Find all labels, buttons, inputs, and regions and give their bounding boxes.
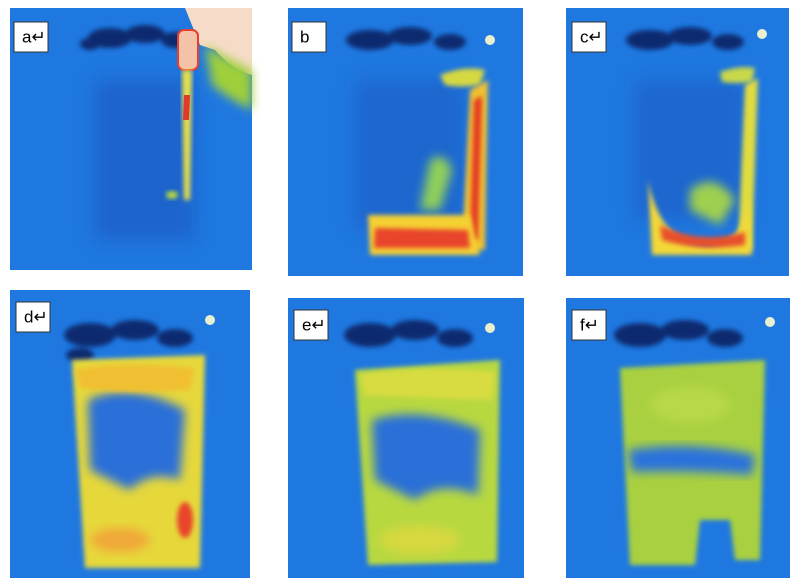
panel-label: d↵ (24, 307, 48, 326)
thermal-image-d (10, 290, 250, 578)
figure: a↵ b c↵ d↵ e↵ f↵ (0, 0, 799, 580)
page: a↵ b c↵ d↵ e↵ f↵ (() => { const data = J… (0, 0, 799, 580)
panel-label: f↵ (580, 315, 599, 334)
label-c: c↵ (572, 22, 606, 52)
panel-label: e↵ (302, 315, 326, 334)
label-b: b (292, 22, 326, 52)
label-d: d↵ (16, 302, 50, 332)
label-a: a↵ (14, 22, 48, 52)
label-f: f↵ (572, 310, 606, 340)
label-e: e↵ (294, 310, 328, 340)
panel-label: a↵ (22, 27, 46, 46)
panel-label: b (300, 27, 309, 46)
panel-label: c↵ (580, 27, 603, 46)
